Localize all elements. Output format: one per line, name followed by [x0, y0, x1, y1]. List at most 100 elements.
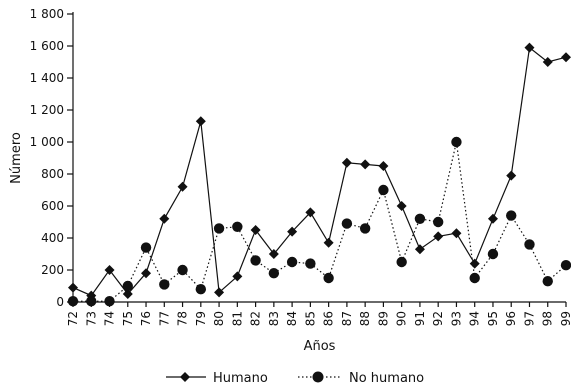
point-humano	[214, 287, 225, 298]
x-tick-label: 73	[84, 311, 98, 326]
x-tick-label: 79	[194, 311, 208, 326]
point-no-humano	[195, 284, 207, 295]
point-humano	[341, 157, 352, 168]
point-no-humano	[122, 280, 133, 292]
x-tick-label: 90	[395, 311, 409, 326]
x-tick-label: 81	[230, 311, 244, 326]
legend-no-humano-label: No humano	[349, 371, 424, 386]
y-tick-label: 800	[41, 167, 64, 181]
x-tick-label: 87	[340, 311, 354, 326]
point-no-humano	[487, 248, 499, 260]
point-no-humano	[140, 242, 152, 253]
point-humano	[323, 237, 334, 248]
point-humano	[159, 213, 170, 224]
y-axis-label: Número	[9, 132, 24, 184]
x-tick-label: 97	[522, 311, 536, 326]
point-no-humano	[451, 136, 462, 148]
point-humano	[451, 228, 462, 239]
point-humano	[195, 116, 206, 127]
point-humano	[305, 207, 316, 218]
y-tick-label: 600	[41, 199, 64, 213]
y-tick-label: 400	[41, 231, 64, 245]
x-tick-label: 99	[559, 311, 571, 326]
legend: Humano No humano	[166, 371, 424, 386]
y-tick-label: 1 200	[30, 103, 64, 117]
x-tick-label: 82	[249, 311, 263, 326]
y-tick-label: 200	[41, 263, 64, 277]
point-no-humano	[305, 258, 316, 269]
x-tick-label: 72	[66, 311, 80, 326]
x-tick-label: 84	[285, 311, 299, 326]
point-humano	[396, 201, 407, 211]
point-no-humano	[159, 279, 170, 290]
point-humano	[524, 42, 535, 53]
point-no-humano	[323, 272, 334, 284]
y-tick-label: 1 000	[30, 135, 64, 149]
point-humano	[506, 170, 517, 181]
legend-item-humano: Humano	[166, 371, 268, 386]
point-humano	[250, 225, 261, 235]
y-tick-label: 1 400	[30, 71, 64, 85]
point-humano	[141, 268, 152, 279]
point-no-humano	[469, 272, 480, 284]
x-tick-label: 92	[431, 311, 445, 326]
point-humano	[268, 249, 279, 259]
point-no-humano	[341, 218, 353, 229]
y-tick-label: 1 800	[30, 7, 64, 21]
point-no-humano	[524, 239, 535, 250]
point-no-humano	[232, 221, 243, 232]
point-humano	[378, 161, 389, 171]
x-tick-label: 75	[121, 311, 135, 326]
series-layer	[67, 42, 571, 307]
x-tick-label: 80	[212, 311, 226, 326]
legend-humano-label: Humano	[213, 371, 268, 386]
x-tick-label: 95	[486, 311, 500, 326]
point-no-humano	[396, 256, 407, 268]
x-tick-label: 74	[103, 311, 117, 326]
point-humano	[232, 271, 243, 282]
x-tick-label: 96	[504, 311, 518, 326]
point-humano	[561, 52, 571, 63]
point-no-humano	[86, 296, 97, 307]
point-humano	[360, 159, 371, 170]
x-tick-label: 83	[267, 311, 281, 326]
legend-humano-marker	[180, 372, 190, 382]
point-humano	[177, 181, 188, 192]
point-no-humano	[359, 223, 371, 234]
x-tick-label: 89	[376, 311, 390, 326]
point-humano	[433, 231, 444, 242]
x-tick-label: 91	[413, 311, 427, 326]
point-no-humano	[250, 255, 261, 266]
point-no-humano	[177, 264, 188, 276]
x-tick-label: 98	[541, 311, 555, 326]
y-axis: 0 200 400 600 800 1 000 1 200 1 400 1 600 1 800	[30, 7, 74, 309]
series-line-humano	[72, 46, 567, 297]
x-axis-label: Años	[304, 339, 336, 354]
x-tick-label: 78	[176, 311, 190, 326]
point-humano	[414, 244, 425, 255]
y-tick-label: 0	[56, 295, 64, 309]
point-humano	[287, 226, 298, 237]
point-humano	[487, 213, 498, 224]
point-humano	[68, 282, 78, 293]
x-tick-label: 77	[157, 311, 171, 326]
x-tick-label: 94	[468, 311, 482, 326]
point-no-humano	[542, 276, 553, 287]
x-tick-label: 76	[139, 311, 153, 326]
point-no-humano	[414, 213, 426, 224]
point-no-humano	[104, 296, 115, 307]
point-no-humano	[213, 223, 225, 234]
point-humano	[122, 289, 133, 299]
point-no-humano	[378, 184, 389, 196]
x-tick-label: 86	[322, 311, 336, 326]
point-humano	[542, 57, 553, 67]
legend-item-no-humano: No humano	[298, 371, 424, 386]
point-no-humano	[560, 260, 571, 271]
x-tick-label: 93	[449, 311, 463, 326]
point-no-humano	[67, 296, 79, 307]
point-no-humano	[286, 256, 298, 268]
point-no-humano	[506, 210, 517, 221]
x-tick-label: 88	[358, 311, 372, 326]
x-tick-label: 85	[303, 311, 317, 326]
